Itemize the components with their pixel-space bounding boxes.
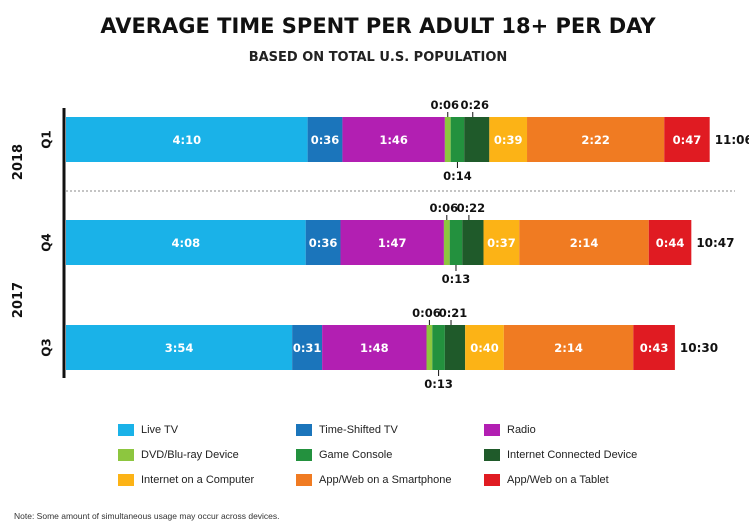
bar-segment <box>503 325 634 370</box>
bar-value-label: 2:14 <box>554 341 583 355</box>
legend-item: App/Web on a Smartphone <box>296 474 452 486</box>
chart: AVERAGE TIME SPENT PER ADULT 18+ PER DAY… <box>11 14 749 391</box>
bar-segment <box>519 220 649 265</box>
legend-item: Live TV <box>118 424 178 436</box>
legend-item: DVD/Blu-ray Device <box>118 449 239 461</box>
bar-segment <box>426 325 433 370</box>
bar-value-label: 0:22 <box>457 201 486 215</box>
group-label-2017: 2017 <box>11 282 26 318</box>
bar-value-label: 4:10 <box>173 133 202 147</box>
legend-swatch <box>484 474 500 486</box>
legend-swatch <box>296 474 312 486</box>
chart-body: 2018 2017 Q1 Q4 Q3 4:10 0:36 1:46 0:39 2:22 0:47 0:… <box>11 98 749 391</box>
bar-value-label: 2:14 <box>570 236 599 250</box>
bar-segment <box>450 117 465 162</box>
bar-segment <box>66 117 308 162</box>
bar-value-label: 0:44 <box>656 236 685 250</box>
bar-segment <box>633 325 675 370</box>
legend-swatch <box>296 424 312 436</box>
legend-swatch <box>118 474 134 486</box>
bar-value-label: 0:39 <box>494 133 523 147</box>
bar-total-label: 10:47 <box>696 236 734 250</box>
bar-segment <box>444 325 466 370</box>
bar-total-label: 10:30 <box>680 341 718 355</box>
bar-value-label: 1:47 <box>378 236 407 250</box>
bar-segment <box>483 220 520 265</box>
legend-label: Radio <box>507 424 536 436</box>
legend-swatch <box>118 449 134 461</box>
legend-label: App/Web on a Smartphone <box>319 474 452 486</box>
bar-value-label: 0:06 <box>412 306 441 320</box>
group-label-2018: 2018 <box>11 144 26 180</box>
footnote: Note: Some amount of simultaneous usage … <box>14 511 280 521</box>
legend-label: Game Console <box>319 449 393 461</box>
bar-segment <box>462 220 484 265</box>
legend-swatch <box>484 449 500 461</box>
bar-segment <box>648 220 692 265</box>
bar-value-label: 4:08 <box>172 236 201 250</box>
bar-segment <box>307 117 343 162</box>
legend-item: Internet Connected Device <box>484 449 637 461</box>
bar-value-label: 0:26 <box>460 98 489 112</box>
bar-segment <box>465 325 504 370</box>
legend-swatch <box>118 424 134 436</box>
chart-subtitle: BASED ON TOTAL U.S. POPULATION <box>249 50 508 65</box>
bar-segment <box>66 220 306 265</box>
bar-segment <box>443 220 450 265</box>
bar-value-label: 1:46 <box>379 133 408 147</box>
legend-label: Time-Shifted TV <box>319 424 398 436</box>
bar-segment <box>340 220 444 265</box>
legend-swatch <box>484 424 500 436</box>
bar-segment <box>432 325 445 370</box>
bar-segment <box>322 325 427 370</box>
bar-segment <box>444 117 451 162</box>
legend-item: Radio <box>484 424 536 436</box>
bar-value-label: 0:13 <box>442 272 471 286</box>
bar-segment <box>464 117 490 162</box>
row-label-Q1: Q1 <box>40 130 54 149</box>
bar-value-label: 0:40 <box>470 341 499 355</box>
legend-swatch <box>296 449 312 461</box>
bar-value-label: 0:14 <box>443 169 472 183</box>
bar-segment <box>664 117 710 162</box>
bar-segment <box>527 117 665 162</box>
chart-title: AVERAGE TIME SPENT PER ADULT 18+ PER DAY <box>100 14 656 38</box>
legend-item: Time-Shifted TV <box>296 424 398 436</box>
bar-value-label: 0:36 <box>311 133 340 147</box>
bar-segment <box>66 325 293 370</box>
bar-value-label: 0:13 <box>424 377 453 391</box>
legend-label: Live TV <box>141 424 179 436</box>
legend-label: DVD/Blu-ray Device <box>141 449 239 461</box>
legend-label: Internet Connected Device <box>507 449 638 461</box>
bar-segment <box>305 220 341 265</box>
row-label-Q3: Q3 <box>40 338 54 357</box>
row-label-Q4: Q4 <box>40 233 54 252</box>
legend-item: App/Web on a Tablet <box>484 474 609 486</box>
bar-value-label: 0:43 <box>640 341 669 355</box>
legend-label: Internet on a Computer <box>141 474 255 486</box>
bar-value-label: 0:31 <box>293 341 322 355</box>
bar-value-label: 0:06 <box>430 98 459 112</box>
bar-value-label: 0:21 <box>439 306 468 320</box>
legend-item: Game Console <box>296 449 392 461</box>
bar-value-label: 0:06 <box>429 201 458 215</box>
bar-segment <box>449 220 463 265</box>
legend-label: App/Web on a Tablet <box>507 474 609 486</box>
bar-segment <box>292 325 323 370</box>
bar-segment <box>342 117 445 162</box>
bar-value-label: 0:36 <box>309 236 338 250</box>
legend-item: Internet on a Computer <box>118 474 254 486</box>
bar-value-label: 0:37 <box>487 236 516 250</box>
bar-value-label: 2:22 <box>581 133 610 147</box>
bar-value-label: 3:54 <box>165 341 194 355</box>
bar-segment <box>489 117 528 162</box>
bar-value-label: 1:48 <box>360 341 389 355</box>
bar-value-label: 0:47 <box>673 133 702 147</box>
bar-total-label: 11:06 <box>715 133 749 147</box>
